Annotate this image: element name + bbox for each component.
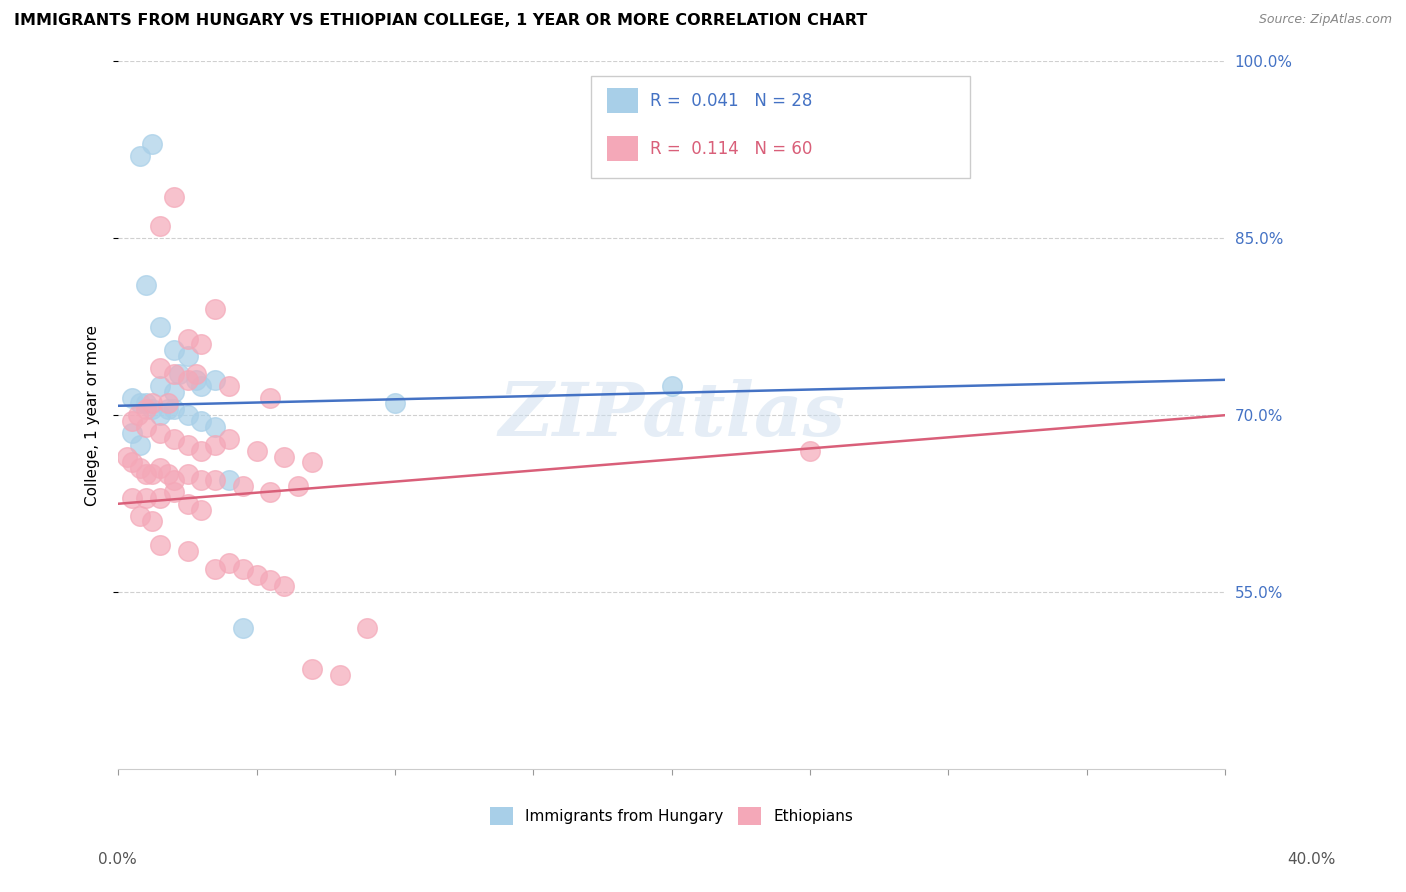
- Y-axis label: College, 1 year or more: College, 1 year or more: [86, 325, 100, 506]
- Point: [190, 443, 212, 458]
- Point: [121, 491, 143, 505]
- Point: [176, 497, 198, 511]
- Point: [273, 450, 295, 464]
- Point: [121, 425, 143, 440]
- Point: [218, 473, 240, 487]
- Point: [135, 402, 157, 417]
- Point: [176, 349, 198, 363]
- Point: [287, 479, 309, 493]
- Point: [204, 438, 226, 452]
- Text: IMMIGRANTS FROM HUNGARY VS ETHIOPIAN COLLEGE, 1 YEAR OR MORE CORRELATION CHART: IMMIGRANTS FROM HUNGARY VS ETHIOPIAN COL…: [14, 13, 868, 29]
- Text: 40.0%: 40.0%: [1288, 852, 1336, 867]
- Point: [163, 343, 186, 358]
- Point: [149, 361, 172, 376]
- Point: [149, 219, 172, 234]
- Point: [190, 337, 212, 351]
- Point: [157, 467, 180, 482]
- Point: [661, 378, 683, 392]
- Point: [799, 443, 821, 458]
- Point: [218, 378, 240, 392]
- Point: [176, 467, 198, 482]
- Point: [129, 438, 152, 452]
- Point: [127, 408, 149, 422]
- Point: [163, 432, 186, 446]
- Point: [176, 438, 198, 452]
- Point: [204, 473, 226, 487]
- Text: Source: ZipAtlas.com: Source: ZipAtlas.com: [1258, 13, 1392, 27]
- Point: [135, 467, 157, 482]
- Point: [301, 455, 323, 469]
- Point: [141, 467, 163, 482]
- Point: [115, 450, 138, 464]
- Point: [190, 414, 212, 428]
- Point: [149, 408, 172, 422]
- Point: [149, 319, 172, 334]
- Point: [176, 544, 198, 558]
- Point: [135, 491, 157, 505]
- Point: [121, 414, 143, 428]
- Point: [384, 396, 406, 410]
- Text: R =  0.041   N = 28: R = 0.041 N = 28: [650, 92, 811, 110]
- Point: [204, 301, 226, 316]
- Point: [149, 378, 172, 392]
- Point: [218, 432, 240, 446]
- Point: [218, 556, 240, 570]
- Point: [301, 662, 323, 676]
- Point: [329, 668, 352, 682]
- Point: [204, 420, 226, 434]
- Text: 0.0%: 0.0%: [98, 852, 138, 867]
- Point: [157, 396, 180, 410]
- Point: [129, 396, 152, 410]
- Point: [163, 402, 186, 417]
- Point: [184, 373, 207, 387]
- Point: [135, 420, 157, 434]
- Point: [157, 402, 180, 417]
- Point: [232, 562, 254, 576]
- Point: [246, 443, 269, 458]
- Point: [176, 331, 198, 345]
- Point: [163, 473, 186, 487]
- Point: [149, 425, 172, 440]
- Point: [163, 367, 186, 381]
- Point: [190, 502, 212, 516]
- Point: [259, 391, 281, 405]
- Point: [141, 136, 163, 151]
- Point: [141, 402, 163, 417]
- Point: [176, 373, 198, 387]
- Point: [204, 373, 226, 387]
- Text: R =  0.114   N = 60: R = 0.114 N = 60: [650, 140, 811, 158]
- Point: [190, 378, 212, 392]
- Point: [232, 479, 254, 493]
- Point: [141, 515, 163, 529]
- Point: [121, 455, 143, 469]
- Point: [246, 567, 269, 582]
- Point: [259, 485, 281, 500]
- Point: [163, 190, 186, 204]
- Point: [135, 396, 157, 410]
- Legend: Immigrants from Hungary, Ethiopians: Immigrants from Hungary, Ethiopians: [489, 806, 853, 825]
- Point: [129, 148, 152, 162]
- Point: [176, 408, 198, 422]
- Point: [167, 367, 190, 381]
- Point: [129, 508, 152, 523]
- Point: [232, 621, 254, 635]
- Point: [190, 473, 212, 487]
- Point: [149, 461, 172, 475]
- Point: [259, 574, 281, 588]
- Point: [273, 579, 295, 593]
- Text: ZIPatlas: ZIPatlas: [498, 379, 845, 451]
- Point: [121, 391, 143, 405]
- Point: [149, 538, 172, 552]
- Point: [163, 384, 186, 399]
- Point: [184, 367, 207, 381]
- Point: [356, 621, 378, 635]
- Point: [141, 396, 163, 410]
- Point: [129, 461, 152, 475]
- Point: [204, 562, 226, 576]
- Point: [135, 278, 157, 293]
- Point: [149, 491, 172, 505]
- Point: [163, 485, 186, 500]
